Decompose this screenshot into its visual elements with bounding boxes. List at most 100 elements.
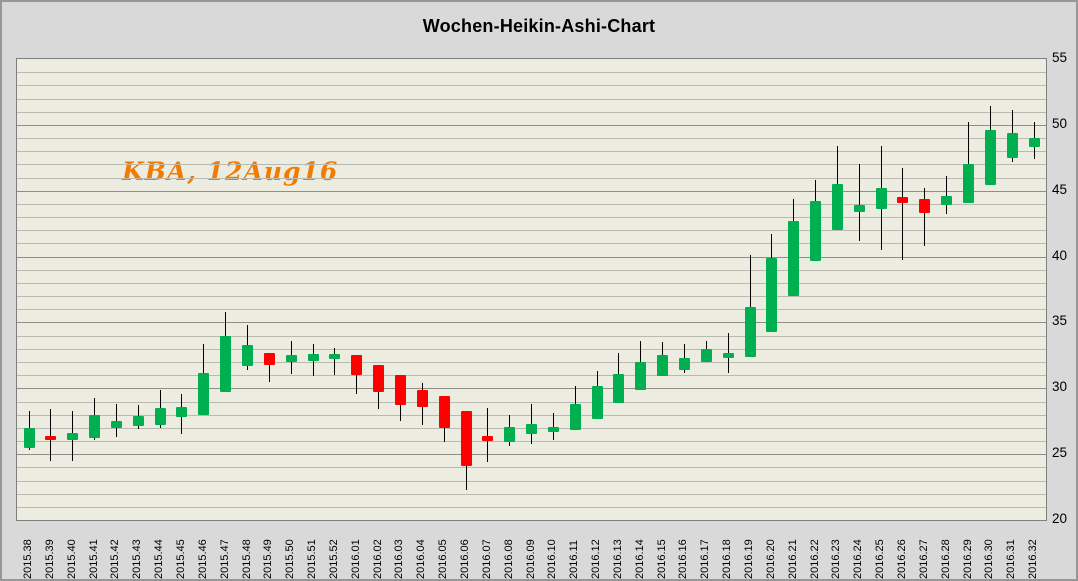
gridline-minor bbox=[17, 72, 1046, 74]
candle-body-up bbox=[984, 130, 996, 186]
x-axis-label: 2015.42 bbox=[109, 539, 122, 579]
x-axis-label: 2016.10 bbox=[546, 539, 559, 579]
candle-wick bbox=[50, 409, 52, 461]
ticker-annotation: KBA, 12Aug16 bbox=[122, 157, 339, 186]
candle-body-down bbox=[45, 435, 57, 440]
x-axis-label: 2016.30 bbox=[983, 539, 996, 579]
x-axis-label: 2015.45 bbox=[174, 539, 187, 579]
gridline-minor bbox=[17, 493, 1046, 495]
gridline-major bbox=[17, 388, 1046, 390]
gridline-minor bbox=[17, 296, 1046, 298]
x-axis-label: 2016.17 bbox=[699, 539, 712, 579]
gridline-minor bbox=[17, 269, 1046, 271]
candle-body-up bbox=[853, 205, 865, 212]
candle-body-up bbox=[766, 257, 778, 332]
gridline-minor bbox=[17, 335, 1046, 337]
x-axis-label: 2015.51 bbox=[306, 539, 318, 579]
gridline-minor bbox=[17, 401, 1046, 403]
gridline-minor bbox=[17, 348, 1046, 350]
candle-body-up bbox=[23, 427, 35, 448]
gridline-minor bbox=[17, 177, 1046, 179]
candle-wick bbox=[115, 404, 117, 437]
x-axis-label: 2016.02 bbox=[371, 539, 384, 579]
candle-body-up bbox=[569, 404, 581, 431]
x-axis-label: 2016.22 bbox=[808, 539, 821, 579]
x-axis-label: 2015.52 bbox=[327, 539, 340, 579]
gridline-major bbox=[17, 322, 1046, 324]
y-axis-label: 45 bbox=[1052, 181, 1068, 197]
candle-wick bbox=[858, 164, 860, 241]
x-axis-label: 2016.31 bbox=[1005, 539, 1018, 579]
x-axis-label: 2016.14 bbox=[633, 539, 646, 579]
x-axis-label: 2016.09 bbox=[524, 539, 537, 579]
x-axis-label: 2016.03 bbox=[393, 539, 406, 579]
gridline-minor bbox=[17, 375, 1046, 377]
candle-body-down bbox=[373, 364, 385, 393]
candle-wick bbox=[334, 347, 336, 376]
x-axis-label: 2016.12 bbox=[590, 539, 602, 579]
gridline-minor bbox=[17, 111, 1046, 113]
candle-body-down bbox=[460, 410, 472, 466]
candle-body-up bbox=[810, 201, 821, 261]
y-axis-label: 55 bbox=[1052, 50, 1068, 65]
candle-body-up bbox=[198, 372, 210, 415]
y-axis-label: 40 bbox=[1052, 247, 1068, 263]
x-axis-label: 2016.23 bbox=[830, 539, 843, 579]
candle-body-up bbox=[67, 433, 79, 440]
candle-body-up bbox=[700, 348, 712, 362]
candle-body-up bbox=[110, 421, 122, 428]
candle-body-up bbox=[547, 426, 559, 432]
y-axis-label: 35 bbox=[1052, 313, 1068, 329]
gridline-major bbox=[17, 256, 1046, 258]
candle-body-down bbox=[351, 355, 363, 376]
x-axis-label: 2016.32 bbox=[1027, 539, 1039, 579]
candle-body-up bbox=[963, 164, 974, 203]
x-axis-label: 2016.25 bbox=[874, 539, 887, 579]
candle-wick bbox=[487, 408, 489, 462]
gridline-minor bbox=[17, 282, 1046, 284]
y-axis-label: 25 bbox=[1052, 445, 1068, 461]
gridline-minor bbox=[17, 309, 1046, 311]
x-axis-label: 2016.26 bbox=[895, 539, 908, 579]
x-axis-label: 2016.27 bbox=[917, 539, 930, 579]
gridline-minor bbox=[17, 164, 1046, 166]
x-axis-label: 2015.50 bbox=[284, 539, 297, 579]
x-axis-label: 2015.48 bbox=[240, 539, 253, 579]
x-axis-label: 2016.13 bbox=[611, 539, 624, 579]
gridline-minor bbox=[17, 243, 1046, 245]
gridline-minor bbox=[17, 230, 1046, 232]
gridline-minor bbox=[17, 151, 1046, 153]
candle-body-down bbox=[394, 375, 406, 406]
gridline-minor bbox=[17, 203, 1046, 205]
candle-body-up bbox=[591, 385, 603, 419]
x-axis-label: 2015.49 bbox=[262, 539, 275, 579]
y-axis-label: 50 bbox=[1052, 115, 1068, 131]
candle-body-up bbox=[744, 306, 756, 357]
x-axis-label: 2015.38 bbox=[22, 539, 34, 579]
chart-title: Wochen-Heikin-Ashi-Chart bbox=[422, 16, 656, 36]
x-axis-label: 2016.15 bbox=[655, 539, 668, 579]
gridline-minor bbox=[17, 506, 1046, 508]
candle-body-up bbox=[176, 406, 188, 418]
x-axis-label: 2016.16 bbox=[677, 539, 690, 579]
candle-body-up bbox=[788, 221, 800, 297]
candle-wick bbox=[749, 255, 751, 357]
gridline-major bbox=[17, 454, 1046, 456]
candle-body-up bbox=[722, 352, 734, 358]
x-axis-label: 2016.06 bbox=[459, 539, 471, 579]
candle-wick bbox=[268, 352, 270, 382]
gridline-major bbox=[17, 190, 1046, 192]
x-axis-label: 2016.18 bbox=[721, 539, 734, 579]
plot-area: KBA, 12Aug16 bbox=[16, 58, 1047, 521]
gridline-minor bbox=[17, 467, 1046, 469]
gridline-major bbox=[17, 124, 1046, 126]
x-axis-label: 2015.41 bbox=[87, 539, 100, 579]
candle-body-up bbox=[875, 188, 887, 210]
x-axis-label: 2016.29 bbox=[961, 539, 974, 579]
x-axis-label: 2015.39 bbox=[43, 539, 56, 579]
candle-body-down bbox=[919, 198, 931, 214]
candle-wick bbox=[968, 122, 969, 203]
candle-body-down bbox=[263, 352, 275, 365]
x-axis-label: 2016.04 bbox=[415, 539, 428, 579]
